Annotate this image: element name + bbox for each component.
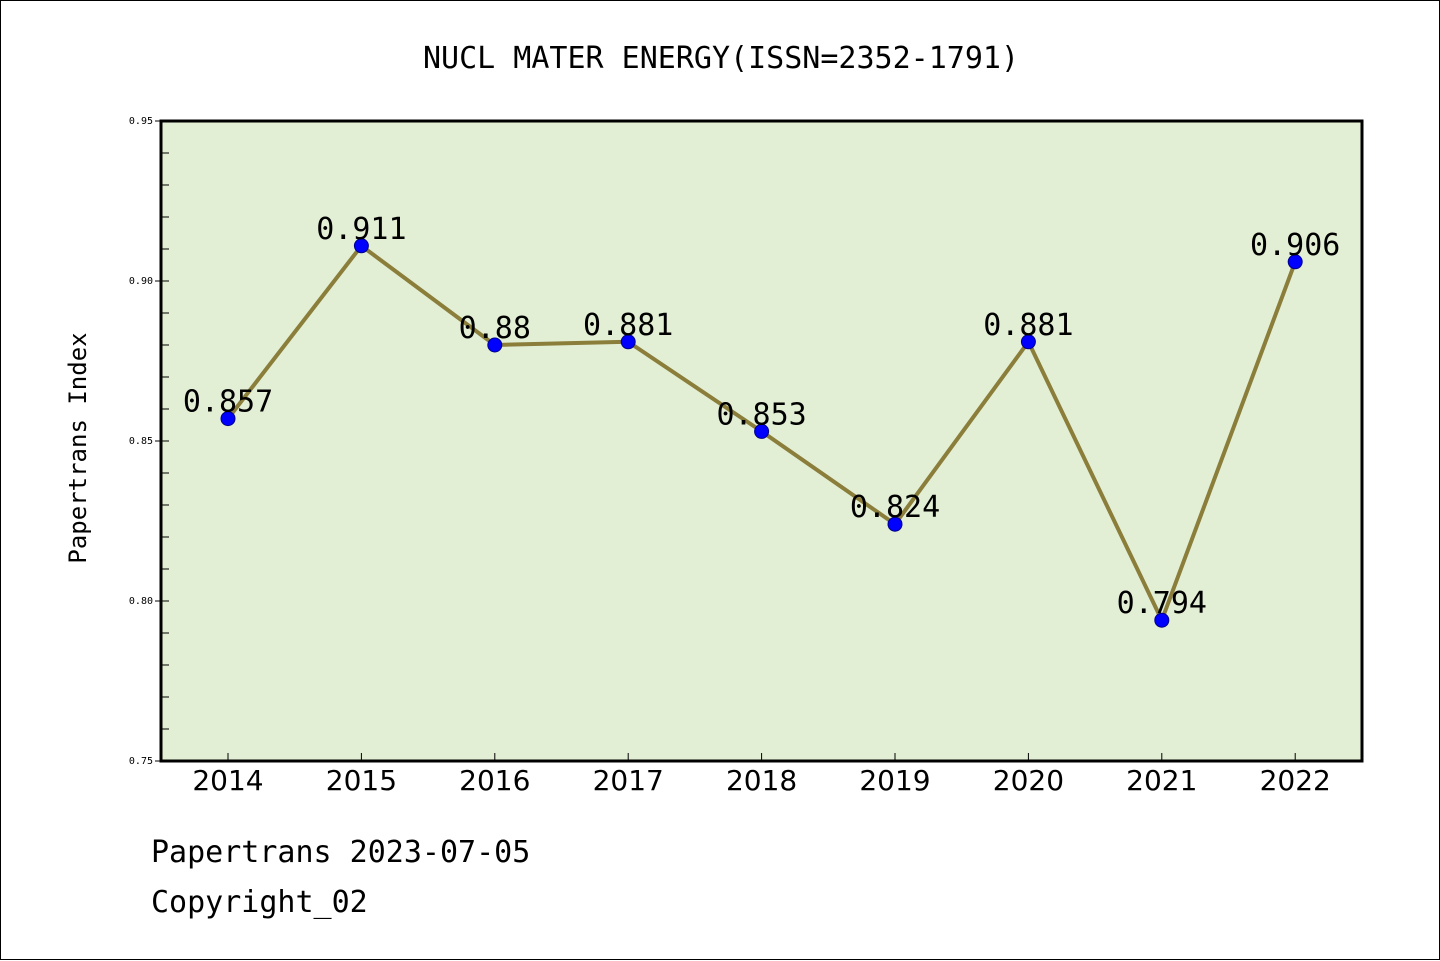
data-label: 0.881 — [983, 308, 1073, 343]
data-label: 0.881 — [583, 308, 673, 343]
y-tick-label: 0.80 — [129, 596, 153, 607]
x-tick-label: 2017 — [593, 764, 664, 797]
plot-area — [161, 121, 1362, 761]
data-point — [487, 337, 503, 353]
chart-title: NUCL MATER ENERGY(ISSN=2352-1791) — [423, 41, 1019, 76]
data-point — [887, 516, 903, 532]
x-tick-label: 2016 — [459, 764, 530, 797]
data-label: 0.88 — [459, 311, 531, 346]
x-tick-label: 2015 — [326, 764, 397, 797]
x-tick-label: 2018 — [726, 764, 797, 797]
x-tick-label: 2014 — [192, 764, 263, 797]
footer-date: Papertrans 2023-07-05 — [151, 835, 531, 870]
x-tick-label: 2020 — [993, 764, 1064, 797]
x-tick-label: 2021 — [1126, 764, 1197, 797]
data-point — [1020, 334, 1036, 350]
data-point — [353, 238, 369, 254]
data-point — [620, 334, 636, 350]
data-point — [220, 411, 236, 427]
y-tick-label: 0.90 — [129, 276, 153, 287]
y-tick-label: 0.95 — [129, 116, 153, 127]
y-tick-label: 0.85 — [129, 436, 153, 447]
data-label: 0.911 — [316, 212, 406, 247]
y-tick-label: 0.75 — [129, 756, 153, 767]
x-tick-label: 2019 — [859, 764, 930, 797]
data-point — [1287, 254, 1303, 270]
data-label: 0.824 — [850, 490, 940, 525]
plot-border — [159, 119, 1364, 763]
footer-copyright: Copyright_02 — [151, 885, 368, 920]
data-point — [1154, 612, 1170, 628]
y-axis-label: Papertrans Index — [64, 332, 92, 563]
data-label: 0.906 — [1250, 228, 1340, 263]
data-point — [754, 423, 770, 439]
data-label: 0.794 — [1117, 586, 1207, 621]
data-label: 0.853 — [716, 397, 806, 432]
x-tick-label: 2022 — [1260, 764, 1331, 797]
data-label: 0.857 — [183, 385, 273, 420]
